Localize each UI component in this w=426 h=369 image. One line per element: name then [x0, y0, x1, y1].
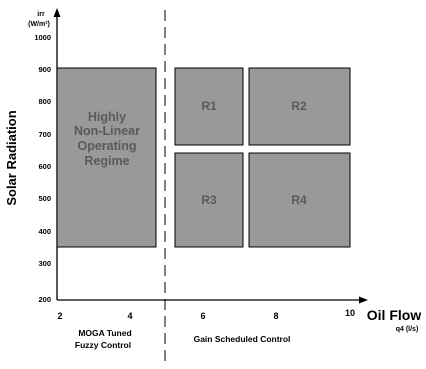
region-nonlinear-label-3: Operating — [77, 139, 136, 153]
y-tick-label: 1000 — [34, 33, 51, 42]
x-tick-label: 4 — [127, 311, 132, 321]
x-tick-label: 10 — [345, 308, 355, 318]
region-nonlinear-label-1: Highly — [88, 110, 126, 124]
section-left-label-1: MOGA Tuned — [78, 328, 131, 338]
x-axis-arrow — [359, 296, 368, 304]
y-axis-unit-top: irr — [37, 11, 45, 18]
region-r4-label: R4 — [291, 193, 307, 207]
x-axis-title: Oil Flow — [367, 307, 422, 323]
y-tick-label: 600 — [38, 162, 51, 171]
section-right-label: Gain Scheduled Control — [194, 334, 291, 344]
x-axis-unit: q4 (l/s) — [396, 326, 419, 333]
y-tick-label: 300 — [38, 259, 51, 268]
x-tick-label: 2 — [57, 311, 62, 321]
x-tick-label: 8 — [273, 311, 278, 321]
region-r4 — [248, 152, 351, 248]
y-tick-label: 500 — [38, 194, 51, 203]
y-tick-label: 900 — [38, 65, 51, 74]
y-axis-arrow — [53, 8, 61, 17]
region-r2-label: R2 — [291, 99, 307, 113]
region-r1 — [174, 67, 244, 146]
region-r3-label: R3 — [201, 193, 217, 207]
region-nonlinear-label-2: Non-Linear — [74, 124, 140, 138]
section-left-label-2: Fuzzy Control — [75, 340, 131, 350]
y-tick-label: 800 — [38, 97, 51, 106]
y-axis-title: Solar Radiation — [4, 110, 19, 205]
x-tick-label: 6 — [200, 311, 205, 321]
y-axis-unit-bottom: (W/m²) — [28, 21, 50, 28]
region-r1-label: R1 — [201, 99, 217, 113]
y-tick-label: 200 — [38, 295, 51, 304]
y-tick-label: 400 — [38, 227, 51, 236]
region-r2 — [248, 67, 351, 146]
region-r3 — [174, 152, 244, 248]
region-nonlinear-label-4: Regime — [84, 154, 129, 168]
region-nonlinear — [56, 67, 157, 248]
y-tick-label: 700 — [38, 130, 51, 139]
